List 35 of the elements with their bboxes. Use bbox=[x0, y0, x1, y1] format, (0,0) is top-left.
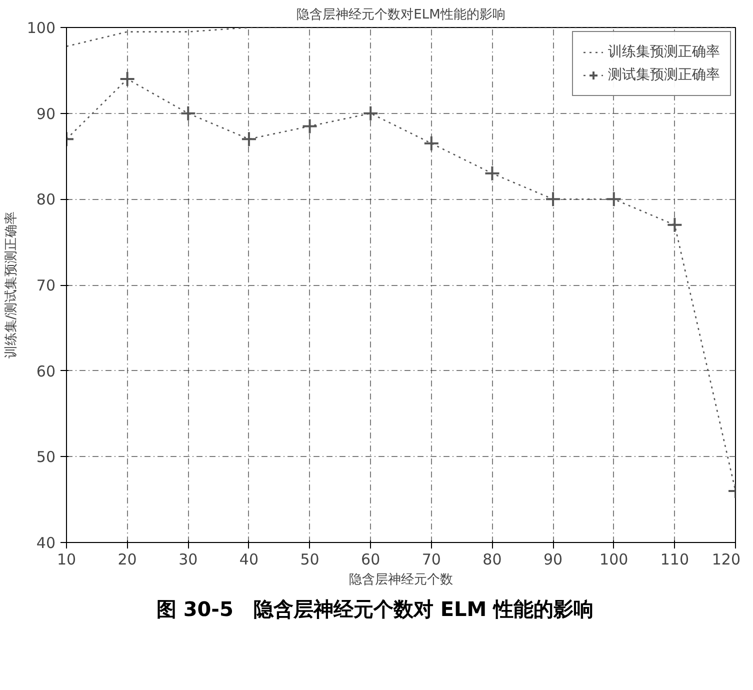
point bbox=[302, 118, 318, 134]
legend-label: 测试集预测正确率 bbox=[608, 66, 720, 84]
x-tick-label: 60 bbox=[361, 550, 380, 568]
chart-title: 隐含层神经元个数对ELM性能的影响 bbox=[296, 8, 506, 22]
x-tick-label: 80 bbox=[482, 550, 502, 568]
x-tick-label: 110 bbox=[660, 550, 690, 568]
point bbox=[666, 216, 683, 233]
point bbox=[484, 165, 500, 182]
x-tick-label: 100 bbox=[600, 550, 628, 568]
point bbox=[606, 191, 622, 208]
y-tick-label: 60 bbox=[36, 362, 56, 380]
x-tick-label: 10 bbox=[56, 550, 76, 568]
point bbox=[362, 105, 379, 122]
y-axis-title: 训练集/测试集预测正确率 bbox=[2, 211, 19, 359]
y-tick-label: 100 bbox=[26, 19, 56, 37]
point bbox=[545, 191, 562, 208]
point bbox=[119, 71, 136, 87]
x-tick-label: 120 bbox=[712, 550, 741, 568]
point bbox=[180, 105, 196, 122]
point bbox=[240, 131, 257, 148]
y-tick-label: 80 bbox=[36, 190, 56, 209]
y-tick-label: 50 bbox=[36, 448, 56, 466]
x-tick-label: 40 bbox=[239, 550, 259, 568]
x-tick-label: 50 bbox=[300, 550, 320, 568]
legend-label: 训练集预测正确率 bbox=[608, 43, 720, 61]
caption: 图 30-5 隐含层神经元个数对 ELM 性能的影响 bbox=[156, 596, 594, 623]
point bbox=[423, 135, 440, 152]
x-tick-label: 90 bbox=[544, 550, 563, 568]
y-tick-label: 40 bbox=[36, 534, 56, 552]
y-tick-label: 70 bbox=[36, 276, 56, 294]
y-tick-label: 90 bbox=[36, 104, 56, 123]
x-tick-label: 30 bbox=[178, 550, 198, 568]
x-tick-label: 20 bbox=[118, 550, 137, 568]
x-tick-label: 70 bbox=[422, 550, 441, 568]
x-axis-title: 隐含层神经元个数 bbox=[349, 572, 453, 588]
